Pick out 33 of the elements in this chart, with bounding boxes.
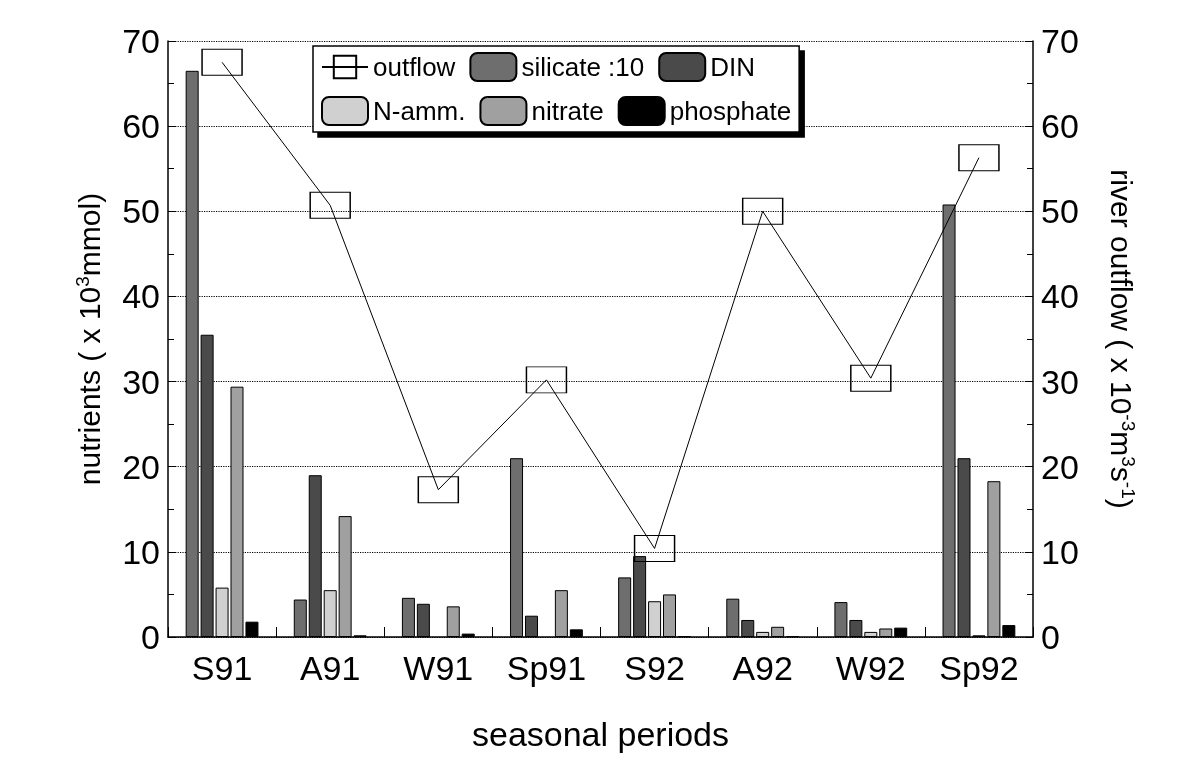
y-tick-label: 30 — [122, 362, 160, 401]
legend-label: phosphate — [669, 96, 792, 126]
x-tick-label: W91 — [403, 649, 474, 687]
x-tick-label: W92 — [835, 649, 906, 687]
y2-tick-label: 10 — [1041, 532, 1079, 571]
x-tick-label: S92 — [624, 649, 685, 687]
y2-tick-label: 30 — [1041, 362, 1079, 401]
x-tick-label: A91 — [299, 649, 361, 687]
x-tick-label: Sp91 — [506, 649, 587, 687]
y2-tick-label: 40 — [1041, 277, 1079, 316]
y2-tick-label: 20 — [1041, 447, 1079, 486]
legend-label: N-amm. — [373, 96, 466, 126]
y-tick-label: 50 — [122, 192, 160, 231]
y-tick-label: 10 — [122, 532, 160, 571]
y-tick-label: 60 — [122, 107, 160, 146]
y-tick-label: 40 — [122, 277, 160, 316]
x-tick-label: A92 — [732, 649, 793, 687]
y2-tick-label: 50 — [1041, 192, 1079, 231]
y-tick-label: 70 — [122, 22, 160, 60]
y2-tick-label: 0 — [1041, 618, 1060, 656]
legend-label: silicate :10 — [521, 52, 645, 82]
y-tick-label: 0 — [141, 618, 160, 656]
legend-label: outflow — [373, 52, 456, 82]
legend-label: nitrate — [531, 96, 604, 126]
y2-tick-label: 70 — [1041, 22, 1079, 60]
y-axis-title: nutrients ( x 103mmol) — [72, 192, 106, 486]
y-tick-label: 20 — [122, 447, 160, 486]
y2-tick-label: 60 — [1041, 107, 1079, 146]
legend-label: DIN — [710, 52, 755, 82]
x-tick-label: Sp92 — [939, 649, 1019, 687]
y2-axis-title: river outflow ( x 10-3m3s-1) — [1105, 169, 1139, 509]
x-axis-title: seasonal periods — [471, 715, 730, 753]
x-tick-label: S91 — [191, 649, 253, 687]
